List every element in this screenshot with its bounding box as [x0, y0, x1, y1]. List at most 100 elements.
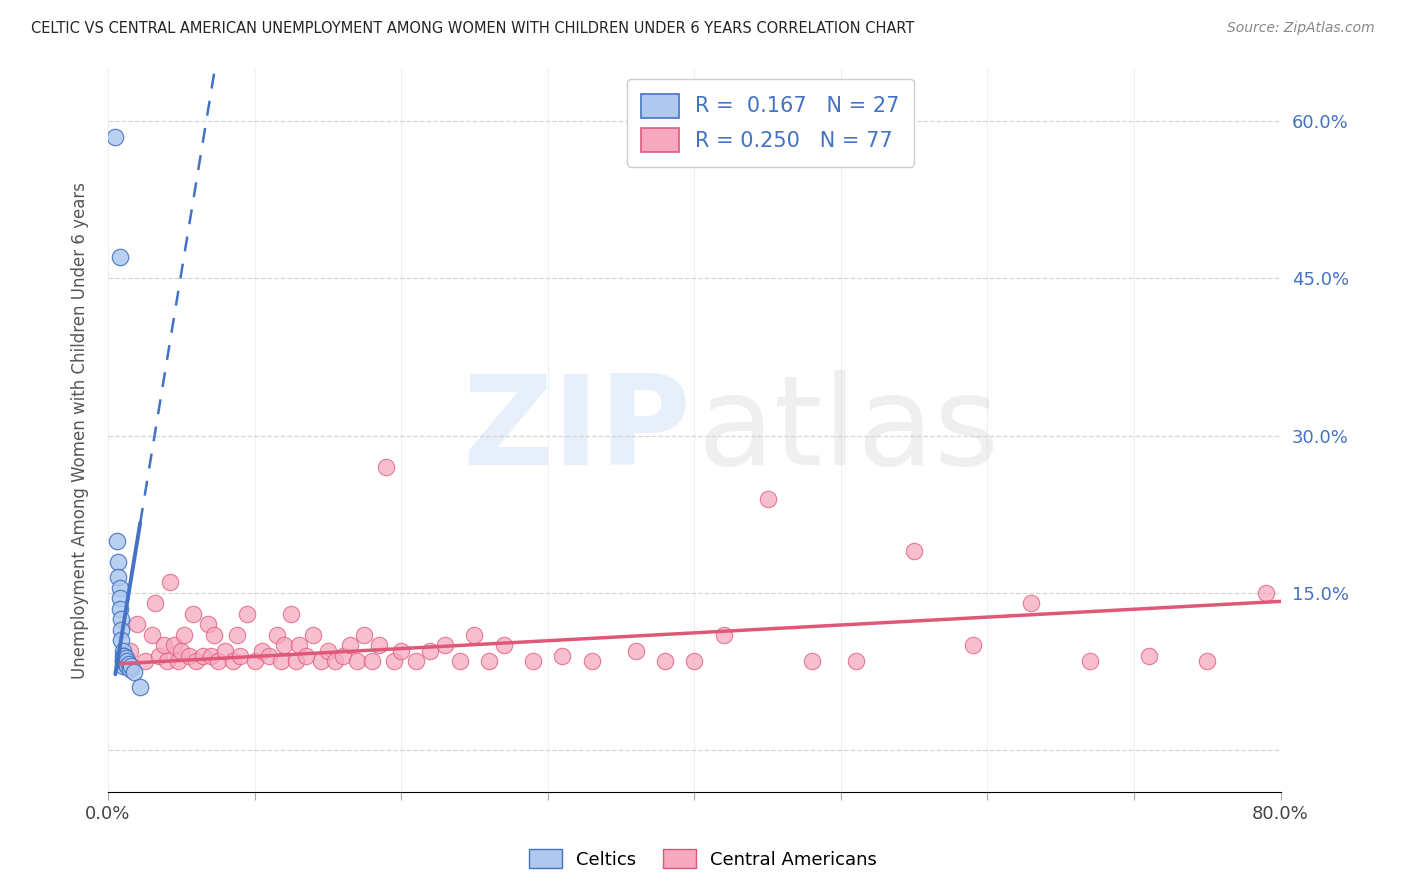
Point — [280, 607, 302, 621]
Point — [800, 654, 823, 668]
Point — [221, 654, 243, 668]
Point — [181, 607, 204, 621]
Point — [111, 659, 134, 673]
Point — [339, 639, 361, 653]
Point — [478, 654, 501, 668]
Point — [713, 628, 735, 642]
Point — [152, 639, 174, 653]
Point — [105, 533, 128, 548]
Point — [257, 648, 280, 663]
Point — [114, 651, 136, 665]
Point — [287, 639, 309, 653]
Point — [127, 617, 149, 632]
Point — [309, 654, 332, 668]
Point — [111, 643, 134, 657]
Legend: R =  0.167   N = 27, R = 0.250   N = 77: R = 0.167 N = 27, R = 0.250 N = 77 — [627, 78, 914, 167]
Point — [405, 654, 427, 668]
Point — [284, 654, 307, 668]
Point — [353, 628, 375, 642]
Point — [434, 639, 457, 653]
Point — [163, 639, 186, 653]
Point — [112, 648, 135, 663]
Point — [170, 643, 193, 657]
Point — [193, 648, 215, 663]
Point — [270, 654, 292, 668]
Point — [368, 639, 391, 653]
Legend: Celtics, Central Americans: Celtics, Central Americans — [522, 842, 884, 876]
Point — [214, 643, 236, 657]
Text: atlas: atlas — [697, 370, 1000, 491]
Point — [360, 654, 382, 668]
Point — [167, 654, 190, 668]
Point — [463, 628, 485, 642]
Point — [449, 654, 471, 668]
Point — [375, 460, 398, 475]
Point — [148, 648, 170, 663]
Y-axis label: Unemployment Among Women with Children Under 6 years: Unemployment Among Women with Children U… — [72, 182, 89, 679]
Point — [332, 648, 354, 663]
Point — [177, 648, 200, 663]
Point — [197, 617, 219, 632]
Point — [124, 665, 146, 679]
Point — [114, 657, 136, 672]
Point — [115, 659, 138, 673]
Point — [108, 601, 131, 615]
Point — [1078, 654, 1101, 668]
Point — [962, 639, 984, 653]
Point — [118, 661, 141, 675]
Point — [104, 129, 127, 144]
Point — [522, 654, 544, 668]
Point — [118, 643, 141, 657]
Point — [115, 654, 138, 668]
Point — [266, 628, 288, 642]
Point — [110, 623, 132, 637]
Point — [1021, 597, 1043, 611]
Point — [111, 648, 134, 663]
Point — [389, 643, 412, 657]
Point — [243, 654, 266, 668]
Point — [120, 659, 142, 673]
Point — [756, 491, 779, 506]
Point — [107, 570, 129, 584]
Point — [1137, 648, 1160, 663]
Point — [129, 681, 152, 695]
Point — [1254, 586, 1277, 600]
Point — [202, 628, 225, 642]
Point — [250, 643, 273, 657]
Point — [903, 544, 925, 558]
Point — [112, 654, 135, 668]
Point — [117, 657, 139, 672]
Point — [226, 628, 249, 642]
Point — [654, 654, 676, 668]
Point — [273, 639, 295, 653]
Text: CELTIC VS CENTRAL AMERICAN UNEMPLOYMENT AMONG WOMEN WITH CHILDREN UNDER 6 YEARS : CELTIC VS CENTRAL AMERICAN UNEMPLOYMENT … — [31, 21, 914, 37]
Point — [108, 591, 131, 606]
Point — [207, 654, 229, 668]
Point — [110, 612, 132, 626]
Point — [316, 643, 339, 657]
Point — [346, 654, 368, 668]
Point — [111, 654, 134, 668]
Point — [236, 607, 259, 621]
Point — [111, 654, 134, 668]
Point — [492, 639, 515, 653]
Point — [295, 648, 318, 663]
Point — [323, 654, 346, 668]
Text: Source: ZipAtlas.com: Source: ZipAtlas.com — [1227, 21, 1375, 36]
Point — [107, 555, 129, 569]
Point — [141, 628, 163, 642]
Point — [156, 654, 179, 668]
Point — [108, 581, 131, 595]
Point — [143, 597, 166, 611]
Point — [134, 654, 156, 668]
Point — [184, 654, 207, 668]
Point — [581, 654, 603, 668]
Point — [419, 643, 441, 657]
Point — [382, 654, 405, 668]
Point — [173, 628, 195, 642]
Point — [844, 654, 866, 668]
Point — [624, 643, 647, 657]
Point — [229, 648, 252, 663]
Text: ZIP: ZIP — [463, 370, 690, 491]
Point — [159, 575, 181, 590]
